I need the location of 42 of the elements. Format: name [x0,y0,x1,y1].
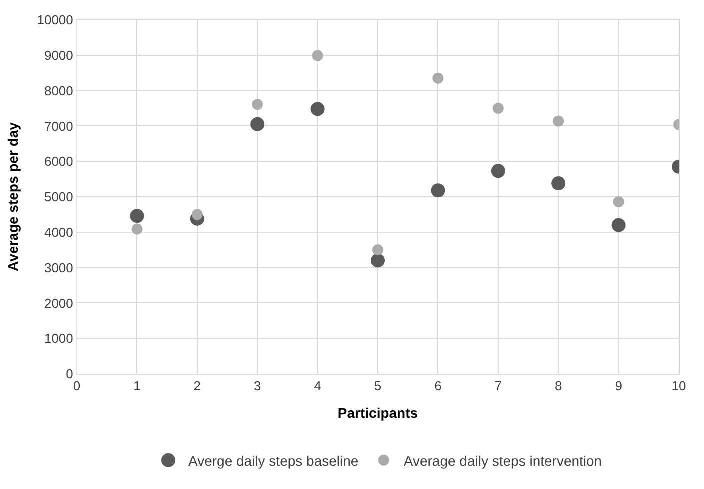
y-tick-label: 3000 [44,260,74,276]
y-tick-label: 9000 [44,48,74,63]
point [132,224,143,235]
y-tick-label: 7000 [44,118,74,134]
x-tick-label: 2 [194,378,202,394]
y-tick-label: 5000 [44,190,74,205]
x-tick-label: 4 [314,378,322,394]
point [192,209,203,220]
x-tick-label: 3 [254,378,262,394]
x-tick-label: 9 [615,378,622,394]
y-tick-label: 4000 [44,224,74,240]
y-tick-label: 0 [66,366,74,382]
legend-label: Average daily steps intervention [404,452,602,469]
x-tick-label: 10 [672,378,686,394]
point [492,103,504,114]
point [553,116,564,127]
point [312,50,324,62]
point [252,99,264,110]
point [491,164,506,178]
point [432,72,444,84]
point [552,176,566,191]
x-tick-label: 6 [434,378,442,394]
y-tick-label: 10000 [37,12,74,28]
point [371,254,385,268]
legend-label: Averge daily steps baseline [188,452,359,469]
point [431,184,446,198]
y-tick-label: 6000 [44,154,74,170]
y-tick-label: 8000 [44,83,74,98]
y-tick-label: 2000 [44,296,74,311]
x-tick-label: 7 [494,378,502,394]
point [130,209,144,224]
x-tick-label: 8 [554,378,562,394]
y-tick-label: 1000 [44,331,74,346]
y-axis-title: Average steps per day [4,122,21,272]
point [612,218,626,232]
point [372,244,384,256]
point [250,117,265,132]
point [310,102,325,116]
x-axis-title: Participants [338,404,418,421]
x-tick-label: 1 [134,378,141,394]
x-tick-label: 5 [374,378,382,394]
point [613,196,624,208]
